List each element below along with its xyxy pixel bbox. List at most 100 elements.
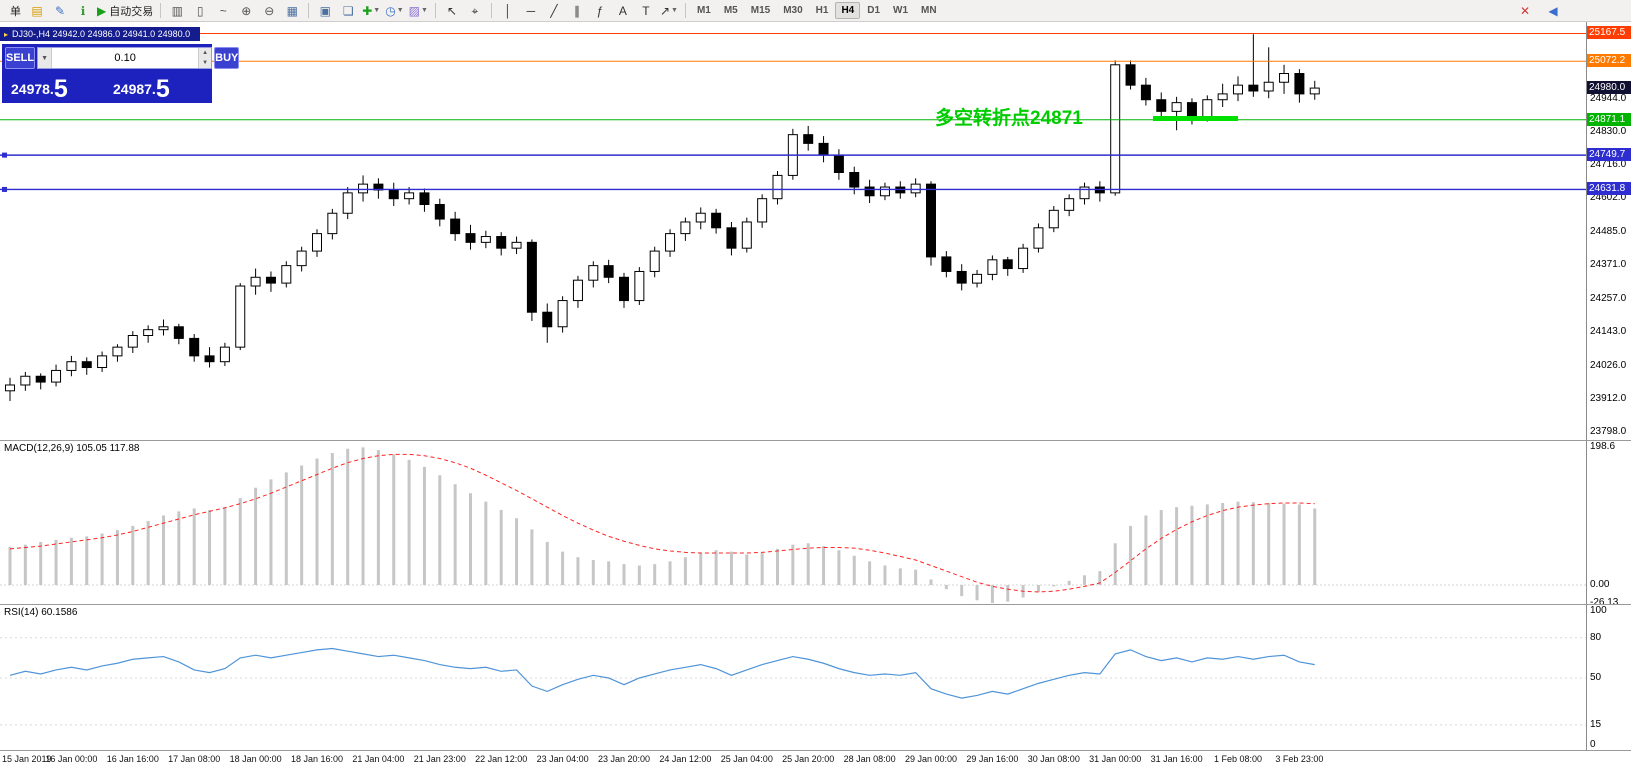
buy-button[interactable]: BUY	[214, 47, 240, 69]
time-scale[interactable]: 15 Jan 2019 16 Jan 00:00 16 Jan 16:00 17 Ja…	[0, 751, 1586, 769]
timeframe-h4-button[interactable]: H4	[835, 2, 861, 19]
periods-icon[interactable]: ◷ ▼	[383, 2, 405, 20]
dock-chart-icon[interactable]: ◀	[1542, 2, 1564, 20]
volume-up-icon[interactable]: ▲	[199, 48, 212, 58]
candle	[833, 149, 844, 180]
candle	[542, 303, 553, 343]
label-icon[interactable]: T	[635, 2, 657, 20]
volume-spinner[interactable]: ▼ ▲ ▼	[37, 47, 213, 69]
arrange-windows-icon[interactable]: ▣	[314, 2, 336, 20]
candlestick-chart-icon[interactable]: ▯	[189, 2, 211, 20]
rsi-panel: RSI(14) 60.1586	[0, 605, 1586, 750]
time-axis-label: 3 Feb 23:00	[1275, 754, 1324, 764]
indicators-icon[interactable]: ✚ ▼	[360, 2, 382, 20]
support-segment[interactable]	[1153, 116, 1238, 121]
time-axis-label: 17 Jan 08:00	[168, 754, 221, 764]
line-handle[interactable]	[2, 186, 7, 192]
fibonacci-icon[interactable]: ƒ	[589, 2, 611, 20]
cascade-windows-icon-glyph: ❏	[342, 3, 354, 18]
candle	[1110, 60, 1121, 196]
close-chart-icon[interactable]: ✕	[1514, 2, 1536, 20]
candle	[511, 236, 522, 254]
zoom-in-icon[interactable]: ⊕	[235, 2, 257, 20]
candle	[956, 264, 967, 291]
candle	[1294, 69, 1305, 103]
zoom-in-icon-glyph: ⊕	[241, 3, 252, 18]
candle	[1171, 96, 1182, 131]
pivot-annotation-text[interactable]: 多空转折点24871	[935, 106, 1083, 129]
time-axis-separator	[0, 750, 1631, 751]
candle	[726, 221, 737, 256]
time-axis-label: 1 Feb 08:00	[1213, 754, 1263, 764]
timeframe-m1-button[interactable]: M1	[696, 5, 711, 16]
dropdown-caret-icon[interactable]: ▼	[421, 7, 428, 14]
price-scale-flag: 24871.1	[1587, 112, 1631, 126]
trendline-icon[interactable]: ╱	[543, 2, 565, 20]
dropdown-caret-icon[interactable]: ▼	[671, 7, 678, 14]
candle	[20, 371, 31, 391]
scale-label: 24830.0	[1590, 125, 1627, 137]
candle	[634, 267, 645, 305]
arrows-icon[interactable]: ↗ ▼	[658, 2, 680, 20]
buy-price[interactable]: 24987. 5	[113, 75, 170, 103]
about-icon[interactable]: ℹ	[72, 2, 94, 20]
candle	[787, 128, 798, 180]
timeframe-h1-button[interactable]: H1	[815, 5, 829, 16]
line-chart-icon-glyph: ~	[219, 3, 227, 18]
candle	[250, 268, 261, 295]
candle	[296, 246, 307, 272]
candle	[1248, 34, 1259, 97]
zoom-out-icon[interactable]: ⊖	[258, 2, 280, 20]
timeframe-d1-button[interactable]: D1	[867, 5, 881, 16]
candle	[649, 246, 660, 278]
chart-title-bar[interactable]: ▸ DJ30-,H4 24942.0 24986.0 24941.0 24980…	[0, 27, 201, 41]
volume-input[interactable]	[52, 48, 199, 68]
text-icon[interactable]: A	[612, 2, 634, 20]
channel-icon[interactable]: ∥	[566, 2, 588, 20]
candle	[757, 194, 768, 228]
line-chart-icon[interactable]: ~	[212, 2, 234, 20]
horizontal-line-icon[interactable]: ─	[520, 2, 542, 20]
volume-down-icon[interactable]: ▼	[199, 58, 212, 68]
price-scale[interactable]: 25058.024944.024830.024716.024602.024485…	[1586, 22, 1631, 751]
time-axis-label: 22 Jan 12:00	[475, 754, 528, 764]
arrows-icon-glyph: ↗	[659, 3, 670, 18]
timeframe-m5-button[interactable]: M5	[723, 5, 738, 16]
rsi-chart-svg	[0, 637, 1586, 726]
dropdown-caret-icon[interactable]: ▼	[396, 7, 404, 14]
cursor-icon[interactable]: ↖	[441, 2, 463, 20]
timeframe-m30-button[interactable]: M30	[783, 5, 803, 16]
metaeditor-icon[interactable]: ✎	[49, 2, 71, 20]
dropdown-caret-icon[interactable]: ▼	[373, 7, 381, 14]
crosshair-icon[interactable]: ⌖	[464, 2, 486, 20]
scale-label: 100	[1590, 605, 1607, 616]
scale-label: -26.13	[1590, 597, 1619, 609]
autotrading-button[interactable]: ▶ 自动交易	[95, 2, 155, 20]
tile-windows-icon[interactable]: ▦	[281, 2, 303, 20]
scale-label: 24257.0	[1590, 292, 1627, 304]
time-axis-label: 23 Jan 04:00	[536, 754, 589, 764]
candle	[941, 251, 952, 278]
scale-label: 23912.0	[1590, 392, 1627, 404]
new-order-icon[interactable]: ▤	[26, 2, 48, 20]
candle	[1217, 83, 1228, 107]
line-handle[interactable]	[2, 152, 7, 158]
macd-splitter[interactable]	[0, 440, 1631, 441]
timeframe-m15-button[interactable]: M15	[750, 5, 771, 16]
sell-button[interactable]: SELL	[5, 47, 36, 69]
scale-label: 24716.0	[1590, 158, 1627, 170]
candle	[1156, 92, 1167, 121]
vertical-line-icon[interactable]: │	[497, 2, 519, 20]
cascade-windows-icon[interactable]: ❏	[337, 2, 359, 20]
volume-dropdown-icon[interactable]: ▼	[38, 48, 53, 68]
price-chart-svg: 多空转折点24871	[0, 32, 1586, 401]
rsi-splitter[interactable]	[0, 604, 1631, 605]
timeframe-mn-button[interactable]: MN	[921, 5, 937, 16]
text-icon-glyph: A	[618, 3, 627, 18]
timeframe-w1-button[interactable]: W1	[893, 5, 909, 16]
time-axis-label: 24 Jan 12:00	[659, 754, 712, 764]
bar-chart-icon[interactable]: ▥	[166, 2, 188, 20]
templates-icon[interactable]: ▨ ▼	[407, 2, 430, 20]
candle	[97, 351, 108, 372]
sell-price[interactable]: 24978. 5	[11, 75, 68, 103]
